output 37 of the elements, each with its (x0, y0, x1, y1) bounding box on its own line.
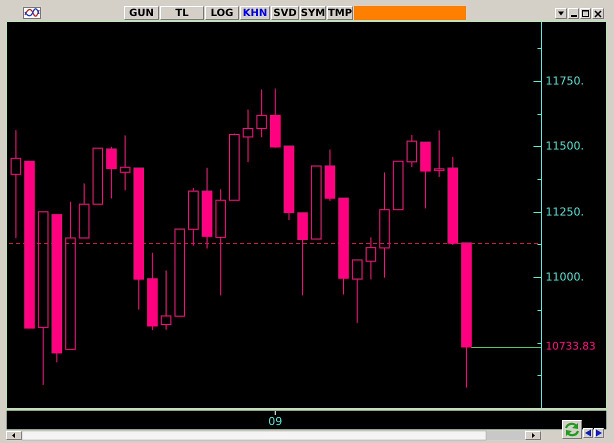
y-tick-label: 11500. (546, 140, 584, 153)
candlestick (160, 270, 172, 330)
candlestick (215, 188, 226, 296)
candlestick (420, 142, 431, 209)
candlestick (10, 130, 22, 239)
candlestick (284, 146, 294, 221)
text: GUN (129, 8, 154, 20)
candlestick (270, 88, 281, 148)
text: KHN (242, 8, 268, 20)
candlestick (352, 259, 362, 324)
candlestick (242, 109, 254, 163)
candlestick (256, 89, 267, 138)
candlestick (338, 198, 349, 295)
candlestick (133, 168, 144, 310)
candlestick (65, 201, 76, 350)
text: TL (175, 8, 190, 20)
y-tick-label: 11750. (546, 74, 584, 88)
candlestick (461, 242, 472, 388)
candlestick (202, 167, 212, 249)
candlestick (188, 187, 199, 246)
y-tick-label: 11250. (546, 206, 584, 219)
y-tick-label: 11000. (546, 270, 584, 284)
candlestick (147, 252, 158, 331)
candlestick (78, 182, 90, 238)
candlestick (106, 146, 117, 199)
candlestick (120, 134, 130, 191)
candlestick (434, 130, 444, 178)
candlestick (38, 211, 48, 386)
candlestick (366, 236, 376, 280)
x-tick-label: 09 (268, 415, 282, 428)
candlestick (406, 134, 418, 168)
candlestick (297, 212, 308, 296)
ref-line-label: 10733.83 (546, 340, 596, 353)
candlestick (379, 172, 390, 278)
candlestick (324, 148, 336, 202)
candlestick (447, 156, 458, 246)
text: LOG (210, 8, 234, 20)
